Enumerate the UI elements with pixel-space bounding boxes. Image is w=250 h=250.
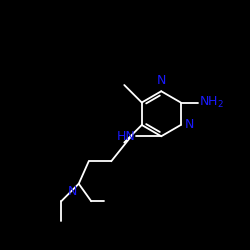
Text: N: N [156,74,166,87]
Text: N: N [185,118,194,132]
Text: HN: HN [116,130,135,143]
Text: NH$_2$: NH$_2$ [200,95,224,110]
Text: N: N [68,185,77,198]
